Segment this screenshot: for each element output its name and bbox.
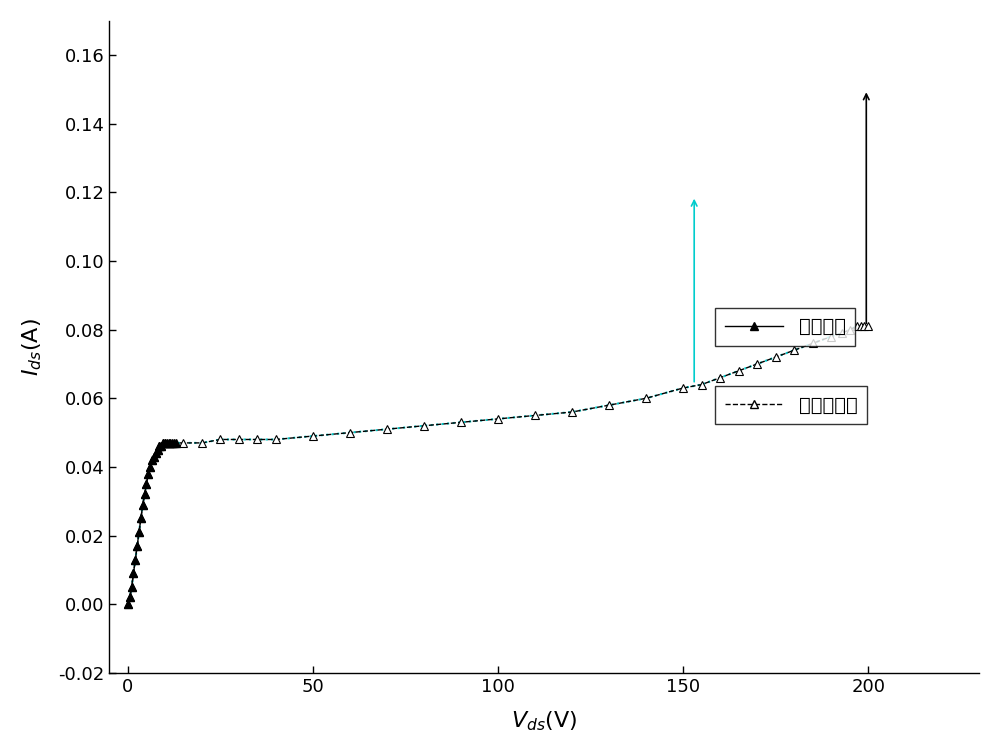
- X-axis label: $V_{ds}$(V): $V_{ds}$(V): [511, 710, 578, 733]
- 一般结构: [137, 500, 149, 509]
- 本发明结构: [844, 325, 856, 334]
- Line: 一般结构: 一般结构: [124, 439, 180, 608]
- 一般结构: [161, 438, 173, 447]
- 一般结构: [131, 541, 143, 550]
- 一般结构: [168, 438, 180, 447]
- 本发明结构: [155, 442, 167, 451]
- 一般结构: [124, 593, 136, 602]
- 一般结构: [148, 452, 160, 461]
- 一般结构: [127, 569, 139, 578]
- Y-axis label: $I_{ds}$(A): $I_{ds}$(A): [21, 318, 44, 375]
- 一般结构: [142, 469, 154, 478]
- 一般结构: [166, 438, 178, 447]
- 一般结构: [164, 438, 176, 447]
- 一般结构: [126, 583, 138, 592]
- 一般结构: [157, 438, 169, 447]
- 一般结构: [135, 514, 147, 523]
- 本发明结构: [529, 411, 541, 420]
- 本发明结构: [129, 555, 141, 564]
- 一般结构: [146, 455, 158, 464]
- 本发明结构: [233, 435, 245, 444]
- Line: 本发明结构: 本发明结构: [124, 322, 872, 608]
- 一般结构: [163, 438, 175, 447]
- 本发明结构: [455, 418, 467, 427]
- 一般结构: [144, 462, 156, 471]
- 一般结构: [139, 490, 151, 499]
- 一般结构: [159, 438, 171, 447]
- 一般结构: [129, 555, 141, 564]
- 一般结构: [122, 599, 134, 608]
- 本发明结构: [851, 322, 863, 331]
- 一般结构: [140, 480, 152, 489]
- 一般结构: [133, 528, 145, 537]
- 一般结构: [150, 449, 162, 458]
- Legend: 本发明结构: 本发明结构: [715, 386, 867, 425]
- 一般结构: [152, 446, 164, 455]
- 一般结构: [153, 442, 165, 451]
- 一般结构: [155, 442, 167, 451]
- 本发明结构: [862, 322, 874, 331]
- 本发明结构: [122, 599, 134, 608]
- 一般结构: [170, 438, 182, 447]
